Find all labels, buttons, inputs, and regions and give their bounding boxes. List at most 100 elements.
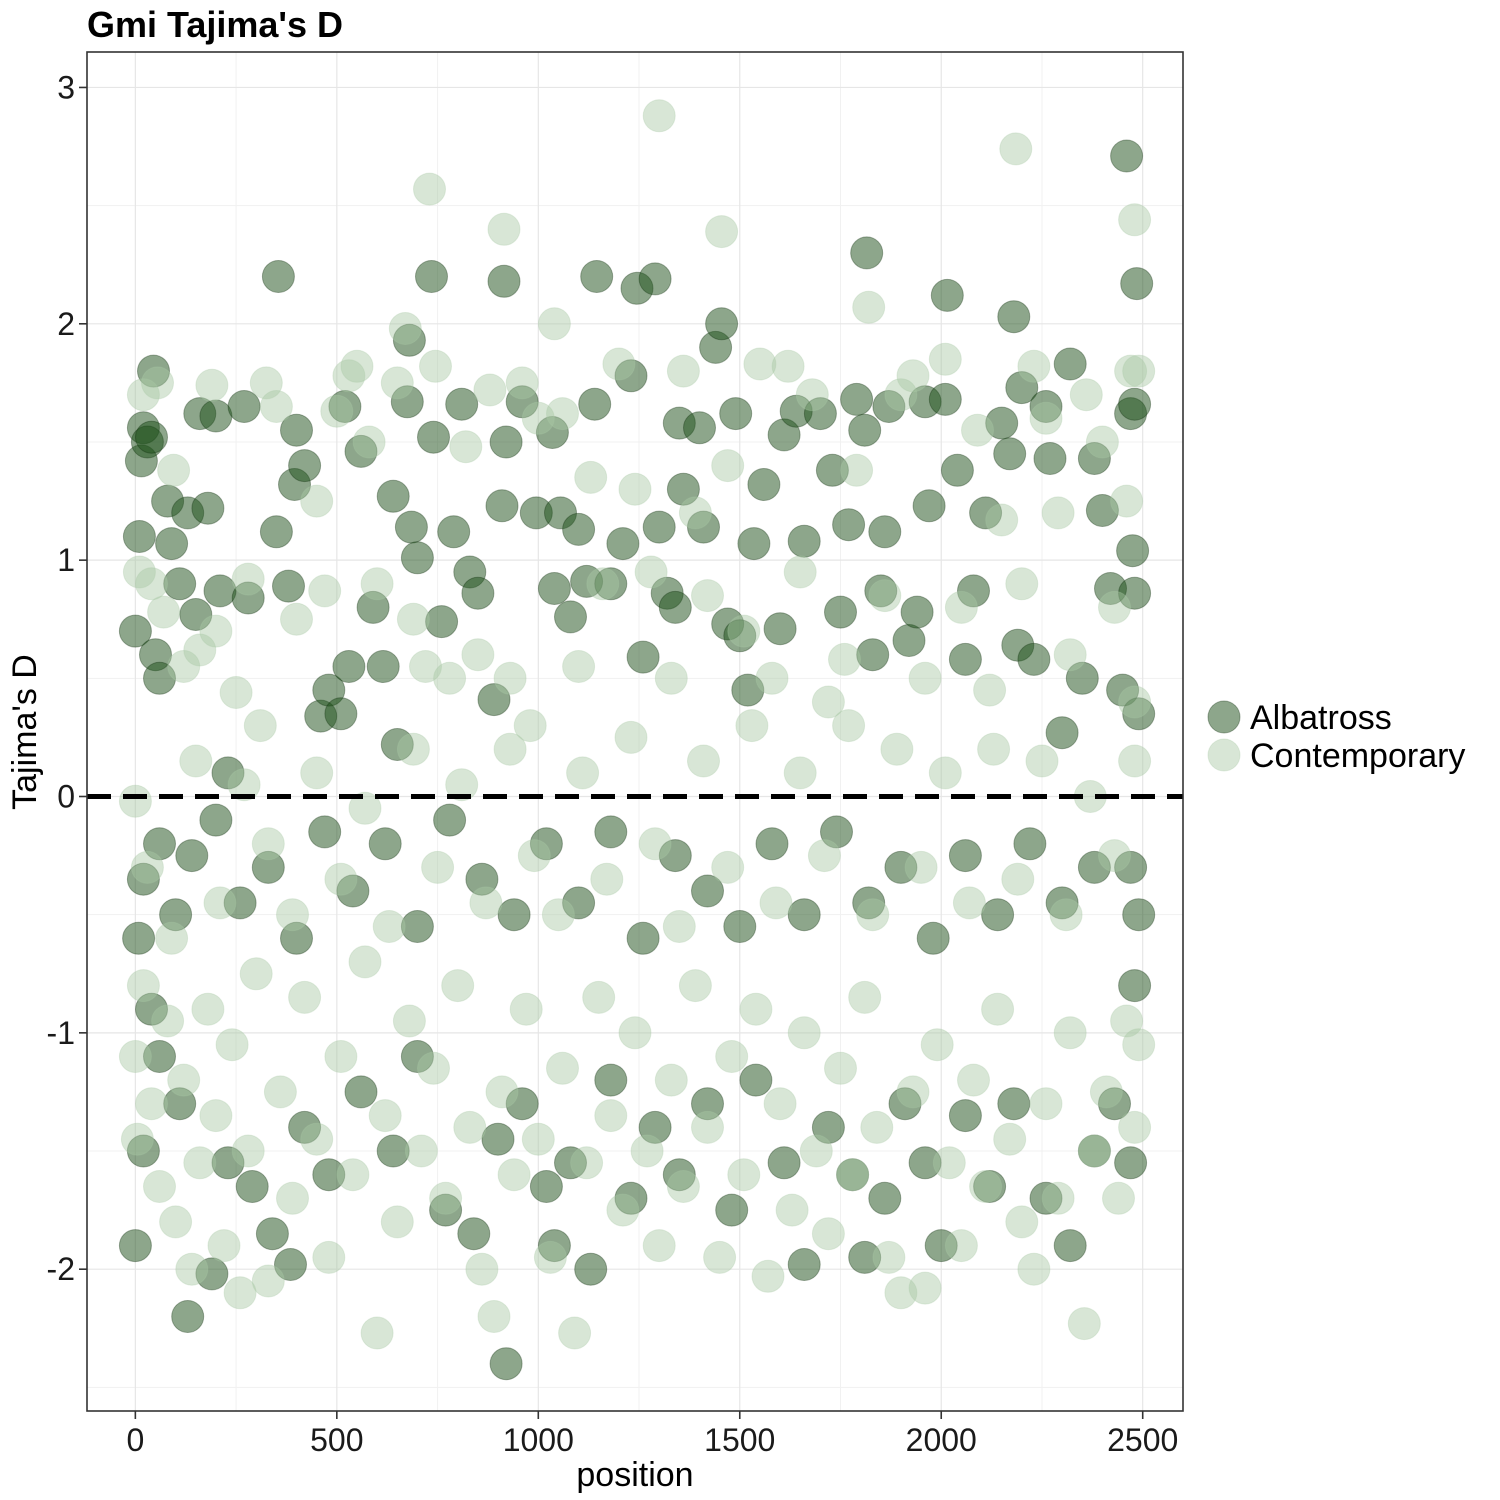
data-point	[126, 1134, 160, 1168]
data-point	[356, 590, 390, 624]
data-point	[848, 413, 882, 447]
data-point	[1118, 203, 1152, 237]
data-point	[239, 957, 273, 991]
data-point	[340, 349, 374, 383]
data-point	[400, 541, 434, 575]
data-point	[533, 1240, 567, 1274]
data-point	[957, 574, 990, 608]
data-point	[223, 886, 257, 920]
data-point	[691, 874, 724, 908]
data-point	[199, 614, 233, 648]
data-point	[554, 1146, 587, 1180]
data-point	[445, 768, 479, 802]
data-point	[795, 378, 829, 412]
data-point	[280, 602, 313, 636]
data-point	[642, 510, 676, 544]
data-point	[783, 756, 817, 790]
data-point	[159, 1205, 193, 1239]
data-point	[662, 910, 696, 943]
data-point	[135, 567, 168, 601]
data-point	[896, 1075, 930, 1109]
data-point	[308, 574, 342, 608]
data-point	[948, 839, 982, 873]
data-point	[691, 579, 724, 613]
data-point	[719, 397, 753, 431]
data-point	[449, 430, 483, 464]
data-point	[614, 720, 648, 754]
data-point	[985, 503, 1019, 537]
data-point	[811, 1110, 845, 1144]
data-point	[558, 1316, 592, 1350]
data-point	[280, 921, 313, 955]
data-point	[944, 1229, 978, 1263]
data-point	[1118, 387, 1152, 421]
data-point	[163, 1087, 197, 1121]
data-point	[1077, 1134, 1111, 1168]
data-point	[255, 1217, 289, 1251]
data-point	[1053, 1229, 1087, 1263]
data-point	[820, 815, 853, 849]
data-point	[376, 479, 410, 513]
data-point	[485, 489, 519, 523]
data-point	[775, 1193, 809, 1227]
data-point	[259, 515, 293, 549]
data-point	[481, 1122, 515, 1156]
data-point	[735, 709, 769, 743]
data-point	[505, 366, 539, 400]
data-point	[868, 1181, 902, 1215]
data-point	[638, 1110, 672, 1144]
data-point	[1122, 697, 1156, 731]
data-point	[135, 420, 168, 454]
data-point	[1089, 1075, 1123, 1109]
data-point	[1118, 1110, 1152, 1144]
data-point	[872, 390, 906, 423]
data-point	[952, 886, 986, 920]
data-point	[566, 756, 600, 790]
data-point	[606, 527, 640, 561]
data-point	[711, 850, 745, 884]
data-point	[288, 449, 322, 483]
data-point	[372, 910, 406, 943]
data-point	[799, 1134, 833, 1168]
y-axis-title: Tajima's D	[6, 654, 44, 810]
data-point	[1110, 1004, 1144, 1038]
data-point	[419, 349, 452, 383]
data-point	[183, 1146, 217, 1180]
data-point	[928, 382, 962, 416]
data-point	[392, 323, 426, 357]
data-point	[1114, 1146, 1148, 1180]
data-point	[1041, 1181, 1075, 1215]
data-point	[930, 278, 964, 312]
data-point	[1045, 716, 1079, 750]
data-point	[691, 1087, 724, 1121]
data-point	[529, 827, 563, 861]
data-point	[626, 921, 660, 955]
data-points	[118, 99, 1156, 1381]
data-point	[832, 709, 866, 743]
data-point	[223, 1276, 257, 1310]
data-point	[1102, 1181, 1135, 1215]
data-point	[175, 1252, 209, 1286]
data-point	[227, 768, 261, 802]
data-point	[433, 803, 467, 837]
data-point	[662, 1158, 696, 1192]
y-axis: -2 -1 0 1 2 3	[47, 69, 87, 1287]
x-tick-label: 500	[310, 1422, 363, 1458]
data-point	[445, 387, 479, 421]
data-point	[429, 1181, 463, 1215]
data-point	[666, 1170, 700, 1203]
data-point	[602, 347, 636, 381]
data-point	[360, 1316, 394, 1350]
data-point	[465, 862, 499, 896]
data-point	[836, 1158, 870, 1192]
data-point	[477, 1300, 511, 1333]
data-point	[562, 650, 596, 683]
data-point	[122, 921, 156, 955]
data-point	[1098, 1087, 1131, 1121]
data-point	[654, 661, 688, 695]
data-point	[997, 1087, 1031, 1121]
data-point	[461, 576, 495, 610]
x-tick-label: 2500	[1107, 1422, 1178, 1458]
data-point	[183, 633, 217, 667]
